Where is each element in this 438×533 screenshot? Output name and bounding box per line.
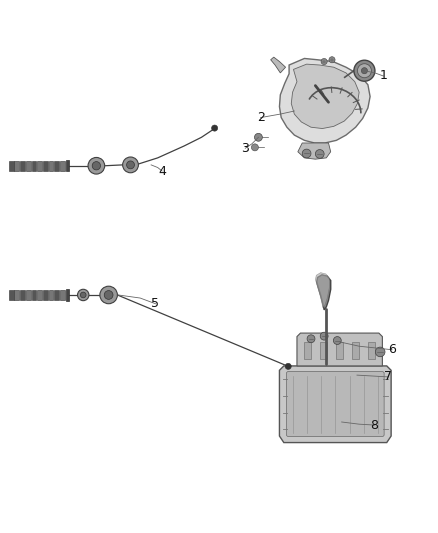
Bar	[49, 290, 53, 300]
Circle shape	[81, 292, 86, 298]
Bar	[32, 161, 36, 171]
Bar	[32, 290, 36, 300]
Bar	[20, 161, 25, 171]
Circle shape	[254, 133, 262, 141]
Bar	[26, 290, 31, 300]
Text: 3: 3	[241, 142, 249, 155]
Bar	[66, 289, 69, 301]
Bar	[60, 161, 65, 171]
Text: 1: 1	[379, 69, 387, 83]
Bar	[9, 290, 14, 300]
Circle shape	[104, 290, 113, 300]
Text: 2: 2	[257, 111, 265, 124]
Bar	[20, 290, 25, 300]
Text: 4: 4	[158, 165, 166, 177]
Bar	[320, 342, 327, 359]
Circle shape	[212, 125, 218, 131]
Circle shape	[100, 286, 117, 304]
Circle shape	[329, 56, 335, 63]
Circle shape	[361, 68, 367, 74]
Circle shape	[307, 335, 315, 343]
Bar	[26, 161, 31, 171]
Bar	[60, 290, 65, 300]
Circle shape	[123, 157, 138, 173]
Circle shape	[88, 157, 105, 174]
Bar	[43, 161, 48, 171]
Text: 7: 7	[384, 370, 392, 383]
Text: 8: 8	[371, 418, 378, 432]
Bar	[352, 342, 359, 359]
Circle shape	[251, 144, 258, 151]
Bar	[336, 342, 343, 359]
Circle shape	[354, 60, 375, 81]
Bar	[14, 161, 19, 171]
Polygon shape	[297, 333, 382, 366]
Circle shape	[78, 289, 89, 301]
Bar	[37, 290, 42, 300]
Text: 5: 5	[152, 297, 159, 310]
Circle shape	[127, 161, 134, 169]
Bar	[304, 342, 311, 359]
Circle shape	[320, 332, 328, 340]
Circle shape	[375, 347, 385, 357]
Bar	[66, 160, 69, 172]
Circle shape	[357, 64, 371, 78]
Polygon shape	[298, 143, 331, 159]
Bar	[14, 290, 19, 300]
Polygon shape	[315, 273, 329, 308]
Circle shape	[321, 59, 327, 64]
Circle shape	[302, 149, 311, 158]
Polygon shape	[279, 366, 391, 442]
Circle shape	[315, 150, 324, 158]
Circle shape	[92, 161, 100, 170]
Bar	[43, 290, 48, 300]
Bar	[368, 342, 375, 359]
Text: 6: 6	[388, 343, 396, 356]
Bar	[49, 161, 53, 171]
Bar	[9, 161, 14, 171]
Polygon shape	[271, 57, 286, 73]
Circle shape	[285, 364, 291, 369]
Bar	[54, 290, 59, 300]
Polygon shape	[279, 59, 370, 143]
Polygon shape	[317, 275, 331, 310]
FancyBboxPatch shape	[286, 372, 384, 437]
Bar	[54, 161, 59, 171]
Bar	[37, 161, 42, 171]
Polygon shape	[291, 64, 359, 128]
Circle shape	[333, 336, 341, 344]
